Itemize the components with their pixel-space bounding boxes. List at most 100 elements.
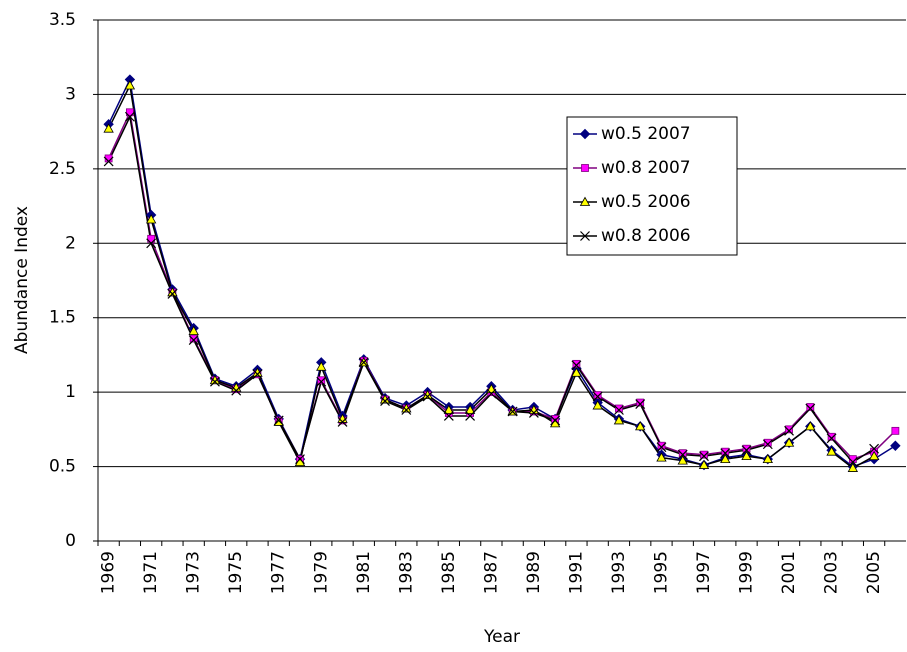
x-tick-label: 1981: [354, 551, 374, 594]
marker: [316, 361, 327, 371]
marker: [210, 376, 220, 387]
x-tick-label: 1973: [184, 551, 204, 594]
marker: [700, 450, 708, 459]
marker: [189, 334, 198, 343]
marker: [125, 108, 134, 117]
x-tick-label: 1969: [99, 551, 119, 594]
marker: [826, 446, 837, 456]
marker: [188, 335, 199, 345]
series-line: [107, 83, 875, 469]
y-tick-label: 3: [65, 84, 76, 104]
marker: [317, 376, 326, 385]
x-axis-label: Year: [483, 627, 520, 647]
marker: [295, 454, 305, 465]
y-tick-label: 0.5: [49, 457, 76, 477]
marker: [741, 445, 752, 456]
marker: [124, 111, 135, 122]
legend-label: w0.5 2007: [601, 124, 691, 144]
y-tick-label: 2: [65, 233, 76, 253]
x-tick-label: 1997: [694, 551, 714, 594]
marker: [443, 411, 454, 421]
x-tick-label: 1979: [311, 551, 331, 594]
marker: [869, 443, 880, 454]
marker: [762, 453, 773, 464]
marker: [868, 450, 880, 461]
marker: [252, 369, 263, 380]
x-tick-label: 1999: [737, 551, 757, 594]
marker: [103, 123, 114, 133]
legend-marker: [580, 231, 590, 241]
marker: [785, 425, 793, 434]
marker: [167, 288, 178, 299]
marker: [592, 400, 603, 410]
legend-marker: [581, 164, 589, 172]
marker: [401, 405, 412, 415]
marker: [571, 360, 582, 371]
legend-label: w0.5 2006: [601, 192, 691, 212]
x-tick-label: 1975: [226, 551, 246, 594]
x-tick-label: 1987: [481, 551, 501, 594]
marker: [805, 403, 816, 414]
x-tick-label: 2003: [822, 551, 842, 594]
marker: [550, 415, 561, 426]
marker: [720, 453, 731, 464]
marker: [380, 396, 390, 406]
marker: [784, 425, 794, 436]
x-tick-label: 1993: [609, 551, 629, 594]
marker: [337, 416, 348, 427]
marker: [698, 459, 710, 469]
marker: [528, 408, 539, 418]
marker: [635, 421, 646, 431]
marker: [316, 376, 327, 387]
x-tick-label: 2001: [779, 551, 799, 594]
marker: [677, 449, 688, 460]
marker: [762, 439, 773, 450]
marker: [273, 415, 284, 426]
legend-marker: [579, 196, 591, 206]
marker: [103, 156, 114, 167]
series-line: [107, 109, 896, 462]
marker: [677, 455, 688, 465]
y-tick-label: 0: [65, 531, 76, 551]
marker: [146, 238, 157, 249]
marker: [615, 404, 623, 413]
marker: [847, 457, 858, 468]
marker: [890, 440, 901, 451]
x-tick-label: 1977: [269, 551, 289, 594]
marker: [231, 385, 242, 396]
marker: [806, 403, 815, 411]
y-tick-label: 1.5: [49, 308, 76, 328]
legend-label: w0.8 2006: [601, 226, 691, 246]
marker: [571, 367, 582, 377]
marker: [657, 441, 666, 450]
marker: [614, 405, 624, 415]
marker: [636, 398, 645, 407]
marker: [805, 421, 816, 431]
marker: [826, 433, 837, 444]
marker: [443, 404, 455, 414]
marker: [741, 450, 752, 461]
marker: [827, 432, 836, 441]
marker: [656, 452, 667, 462]
y-tick-label: 2.5: [49, 159, 76, 179]
x-tick-label: 1989: [524, 551, 544, 594]
y-tick-label: 3.5: [49, 10, 76, 30]
x-tick-label: 1985: [439, 551, 459, 594]
marker: [763, 438, 772, 447]
marker: [188, 325, 199, 336]
x-tick-label: 1971: [141, 551, 161, 594]
marker: [635, 399, 646, 409]
marker: [464, 404, 476, 414]
series-line: [107, 77, 896, 468]
marker: [656, 442, 667, 453]
x-tick-label: 1991: [566, 551, 586, 594]
x-tick-label: 1983: [396, 551, 416, 594]
y-tick-label: 1: [65, 382, 76, 402]
legend-box: [566, 116, 738, 256]
marker: [613, 415, 625, 425]
marker: [593, 391, 602, 400]
y-axis-label: Abundance Index: [12, 206, 32, 354]
marker: [847, 462, 859, 472]
marker: [486, 388, 497, 399]
